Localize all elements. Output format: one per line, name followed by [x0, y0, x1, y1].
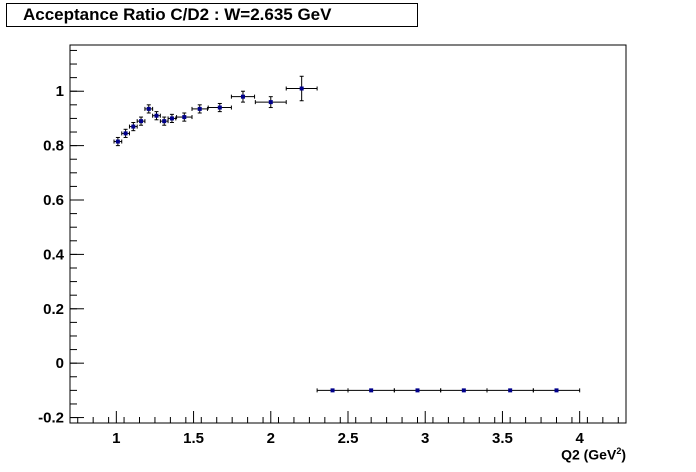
marker	[415, 388, 420, 393]
marker	[217, 105, 222, 110]
x-tick-label: 3.5	[492, 430, 513, 447]
marker	[182, 115, 187, 120]
marker	[131, 124, 136, 129]
y-tick-label: -0.2	[38, 410, 64, 427]
x-tick-label: 1.5	[183, 430, 204, 447]
marker	[299, 86, 304, 91]
marker	[115, 139, 120, 144]
data-point	[144, 104, 154, 114]
data-point	[121, 128, 130, 138]
x-axis-label-suffix: )	[621, 446, 626, 463]
marker	[146, 106, 151, 111]
marker	[508, 388, 513, 393]
x-tick-label: 1	[112, 430, 120, 447]
marker	[154, 113, 159, 118]
data-point	[176, 112, 193, 122]
data-point	[167, 113, 177, 124]
data-point	[191, 104, 208, 114]
marker	[554, 388, 559, 393]
x-tick-label: 4	[575, 430, 584, 447]
y-tick-label: 0.6	[43, 192, 64, 209]
data-point	[254, 96, 287, 109]
data-point	[316, 388, 349, 393]
y-tick-label: 0.8	[43, 138, 64, 155]
y-tick-label: 0	[56, 355, 64, 372]
x-axis-label-superscript: 2	[616, 446, 622, 456]
x-axis: 1 1.5 2 2.5 3 3.5 4	[77, 411, 619, 447]
y-tick-label: 0.2	[43, 301, 64, 318]
data-point	[230, 90, 256, 103]
data-point	[347, 388, 395, 393]
chart-title: Acceptance Ratio C/D2 : W=2.635 GeV	[6, 3, 418, 27]
marker	[240, 94, 245, 99]
marker	[169, 116, 174, 121]
x-axis-label-text: Q2 (GeV	[561, 446, 617, 463]
data-point	[393, 388, 442, 393]
marker	[123, 131, 128, 136]
data-point	[486, 388, 534, 393]
y-tick-label: 1	[56, 83, 64, 100]
data-series	[113, 75, 581, 393]
x-tick-label: 3	[421, 430, 429, 447]
plot-frame	[69, 44, 627, 424]
x-axis-label: Q2 (GeV2)	[561, 446, 626, 463]
marker	[330, 388, 335, 393]
marker	[369, 388, 374, 393]
x-tick-label: 2.5	[338, 430, 359, 447]
data-point	[207, 102, 232, 113]
data-point	[128, 122, 138, 132]
marker	[461, 388, 466, 393]
data-point	[440, 388, 488, 393]
y-tick-label: 0.4	[43, 246, 65, 263]
marker	[162, 119, 167, 124]
marker	[268, 100, 273, 105]
x-tick-label: 2	[267, 430, 275, 447]
marker	[197, 106, 202, 111]
data-point	[532, 388, 581, 393]
y-axis: -0.2 0 0.2 0.4 0.6 0.8 1	[38, 49, 84, 427]
data-point	[159, 116, 169, 126]
data-point	[136, 116, 146, 126]
data-point	[113, 136, 123, 147]
data-point	[152, 111, 161, 121]
data-point	[285, 75, 318, 102]
marker	[139, 119, 144, 124]
